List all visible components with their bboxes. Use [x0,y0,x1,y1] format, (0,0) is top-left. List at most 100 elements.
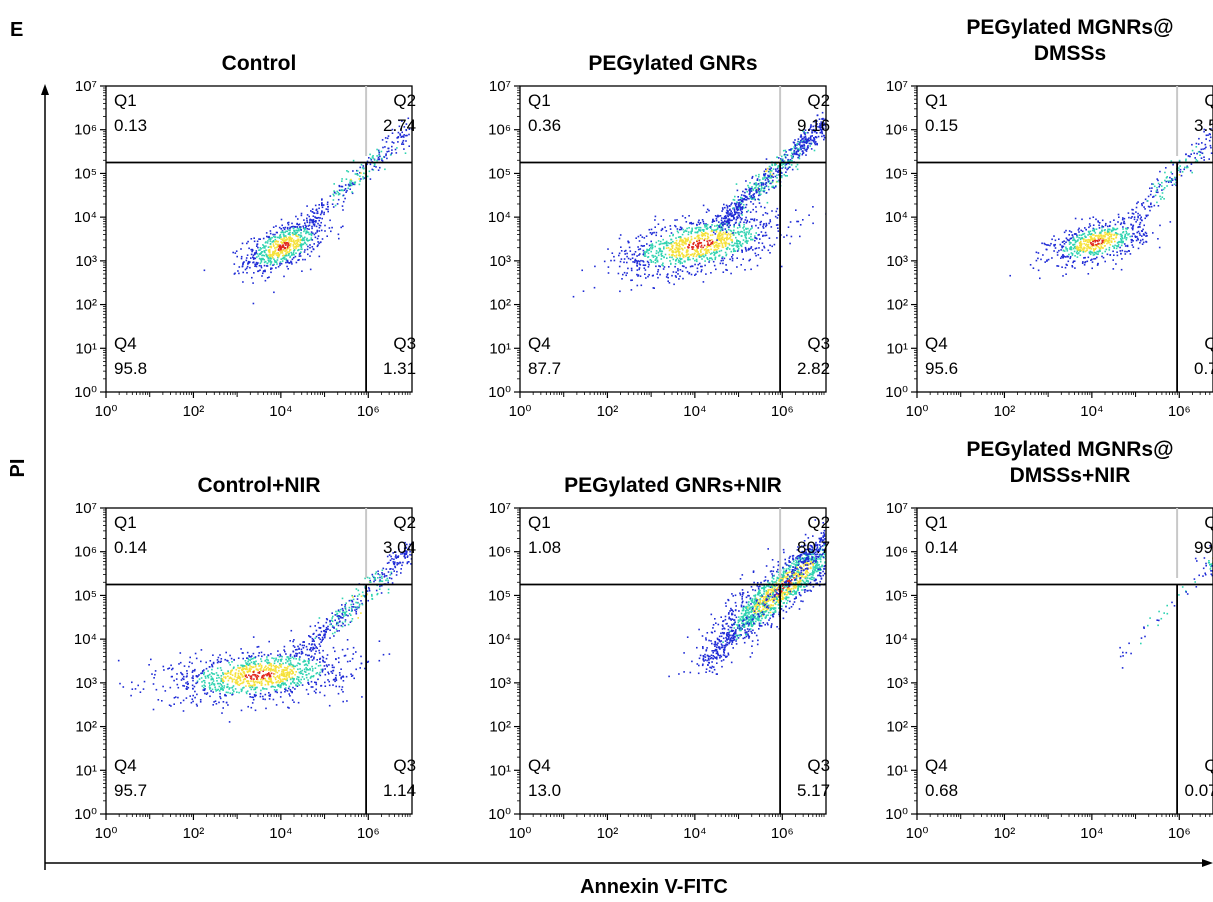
scatter-point [800,135,802,137]
scatter-point [707,250,709,252]
scatter-point [296,231,299,234]
scatter-point [282,256,285,259]
scatter-point [722,262,724,265]
scatter-point [280,672,283,675]
scatter-point [1106,230,1109,232]
scatter-point [270,686,273,688]
y-tick-label: 10⁶ [488,122,511,139]
scatter-point [681,215,684,217]
scatter-point [1175,184,1177,187]
scatter-point [686,227,688,230]
scatter-point [638,267,641,269]
scatter-point [288,244,291,246]
scatter-point [277,659,280,661]
scatter-point [272,252,274,254]
scatter-point [674,263,677,265]
scatter-point [765,225,767,228]
scatter-point [657,254,660,257]
scatter-point [784,167,787,169]
scatter-point [134,688,137,690]
scatter-point [1101,241,1104,243]
scatter-point [366,160,369,163]
scatter-point [275,657,277,660]
scatter-point [331,672,334,674]
scatter-point [748,231,750,233]
scatter-point [305,653,307,656]
scatter-point [720,249,723,252]
scatter-point [384,137,387,139]
scatter-point [276,263,278,265]
scatter-point [251,686,254,689]
scatter-point [297,249,299,252]
scatter-point [280,691,282,694]
scatter-point [663,247,665,250]
scatter-point [1075,252,1078,254]
scatter-point [682,228,684,231]
scatter-point [312,668,314,670]
scatter-point [274,667,277,670]
scatter-point [1089,217,1091,220]
scatter-point [1079,241,1081,244]
scatter-point [289,227,291,230]
scatter-point [250,665,252,668]
scatter-point [665,247,668,249]
scatter-point [712,218,714,221]
scatter-point [674,275,677,277]
scatter-point [292,664,295,667]
scatter-point [276,671,279,674]
scatter-point [804,149,807,151]
scatter-point [1106,253,1109,256]
scatter-point [802,152,805,154]
scatter-point [309,221,311,223]
scatter-point [1146,200,1149,202]
scatter-point [217,660,220,663]
scatter-point [649,259,652,261]
scatter-point [760,185,763,188]
scatter-point [338,193,341,195]
scatter-point [272,251,275,253]
scatter-point [660,252,663,255]
scatter-point [736,257,738,259]
scatter-point [1129,235,1131,238]
scatter-point [748,188,751,191]
scatter-point [1114,240,1116,243]
scatter-point [286,226,289,229]
scatter-point [289,655,292,657]
scatter-point [1098,237,1100,239]
scatter-point [344,188,347,190]
scatter-point [679,261,682,263]
scatter-point [698,256,701,258]
scatter-point [694,274,696,276]
scatter-point [1089,253,1092,256]
scatter-point [1116,245,1118,247]
scatter-point [657,269,660,271]
scatter-point [180,679,183,681]
scatter-point [715,252,717,254]
scatter-point [1095,228,1098,230]
scatter-point [1185,159,1187,162]
scatter-point [655,241,658,244]
scatter-point [716,246,718,248]
scatter-point [718,239,720,241]
scatter-point [300,226,302,228]
scatter-point [1199,151,1202,154]
scatter-point [1100,245,1103,248]
scatter-point [741,249,743,251]
scatter-point [1090,243,1093,246]
scatter-point [735,219,738,221]
scatter-point [716,228,719,230]
scatter-point [1195,158,1198,161]
scatter-point [716,251,719,254]
scatter-point [297,238,299,241]
scatter-point [731,202,733,204]
scatter-point [718,238,720,240]
scatter-point [1122,231,1124,234]
scatter-point [689,241,692,244]
scatter-point [688,244,691,246]
scatter-point [306,228,309,230]
scatter-point [387,135,390,137]
scatter-point [275,231,278,234]
scatter-point [272,254,275,257]
scatter-point [691,246,694,248]
scatter-point [293,242,296,245]
